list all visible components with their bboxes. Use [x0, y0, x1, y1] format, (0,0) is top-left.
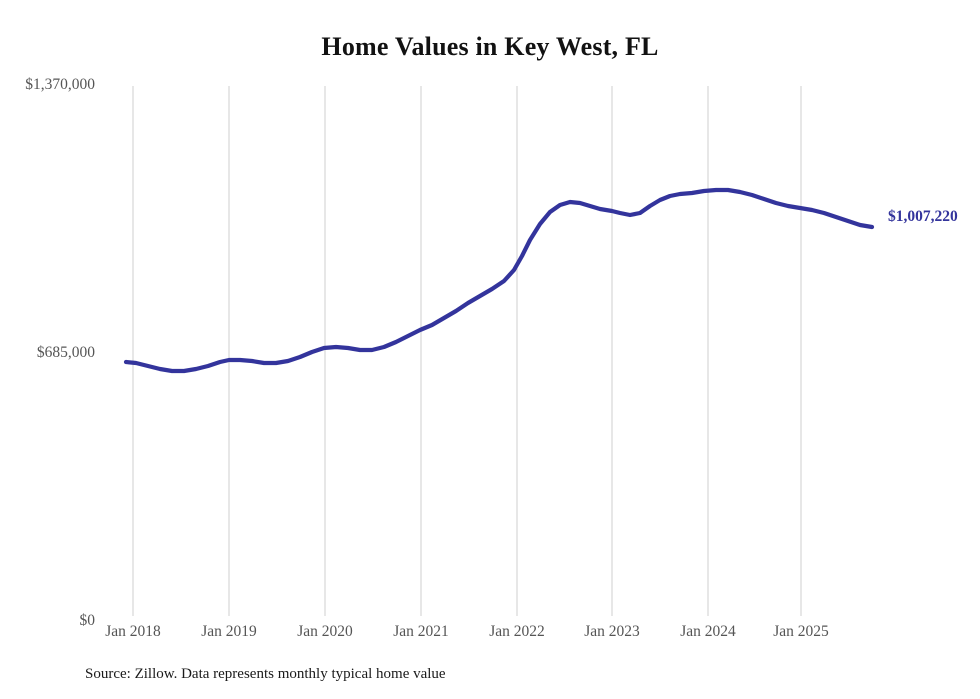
- y-axis-tick-label-top: $1,370,000: [25, 76, 95, 93]
- y-axis-tick-label-middle: $685,000: [36, 344, 95, 361]
- x-axis-tick-label-jan-2022: Jan 2022: [489, 623, 545, 640]
- x-axis-tick-label-jan-2019: Jan 2019: [201, 623, 257, 640]
- vertical-gridlines: [132, 86, 802, 616]
- end-value-annotation: $1,007,220: [888, 208, 958, 225]
- x-axis-tick-label-jan-2025: Jan 2025: [773, 623, 829, 640]
- y-axis-tick-label-bottom: $0: [79, 612, 96, 629]
- home-value-trend-line: [123, 187, 875, 374]
- x-axis-tick-label-jan-2023: Jan 2023: [584, 623, 640, 640]
- source-note: Source: Zillow. Data represents monthly …: [85, 666, 446, 682]
- x-axis-tick-label-jan-2024: Jan 2024: [680, 623, 736, 640]
- x-axis-tick-label-jan-2020: Jan 2020: [297, 623, 353, 640]
- chart-title: Home Values in Key West, FL: [321, 32, 659, 61]
- x-axis-tick-label-jan-2018: Jan 2018: [105, 623, 161, 640]
- x-axis-tick-label-jan-2021: Jan 2021: [393, 623, 449, 640]
